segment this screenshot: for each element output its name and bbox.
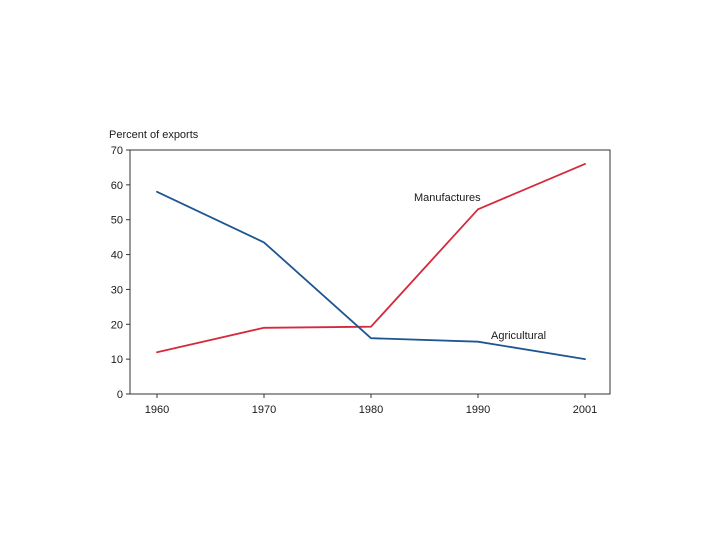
y-tick-label: 70: [111, 145, 123, 157]
y-tick-label: 30: [111, 284, 123, 296]
plot-frame: [129, 149, 611, 395]
y-tick-label: 0: [117, 389, 123, 401]
x-axis: 1960 1970 1980 1990 2001: [145, 394, 597, 416]
y-tick-label: 10: [111, 354, 123, 366]
y-axis: 0 10 20 30 40 50 60 70: [111, 145, 130, 401]
x-tick-label: 1970: [252, 404, 276, 416]
x-tick-label: 1980: [359, 404, 383, 416]
series-label-agricultural: Agricultural: [491, 330, 546, 342]
x-tick-label: 1960: [145, 404, 169, 416]
y-tick-label: 50: [111, 215, 123, 227]
y-tick-label: 20: [111, 319, 123, 331]
series-line-agricultural: [156, 190, 586, 361]
series-lines: [156, 162, 586, 361]
x-tick-label: 1990: [466, 404, 490, 416]
series-line-manufactures: [156, 162, 586, 354]
y-tick-label: 60: [111, 180, 123, 192]
series-label-manufactures: Manufactures: [414, 192, 481, 204]
y-tick-label: 40: [111, 250, 123, 262]
y-axis-label: Percent of exports: [109, 129, 199, 141]
x-tick-label: 2001: [573, 404, 597, 416]
